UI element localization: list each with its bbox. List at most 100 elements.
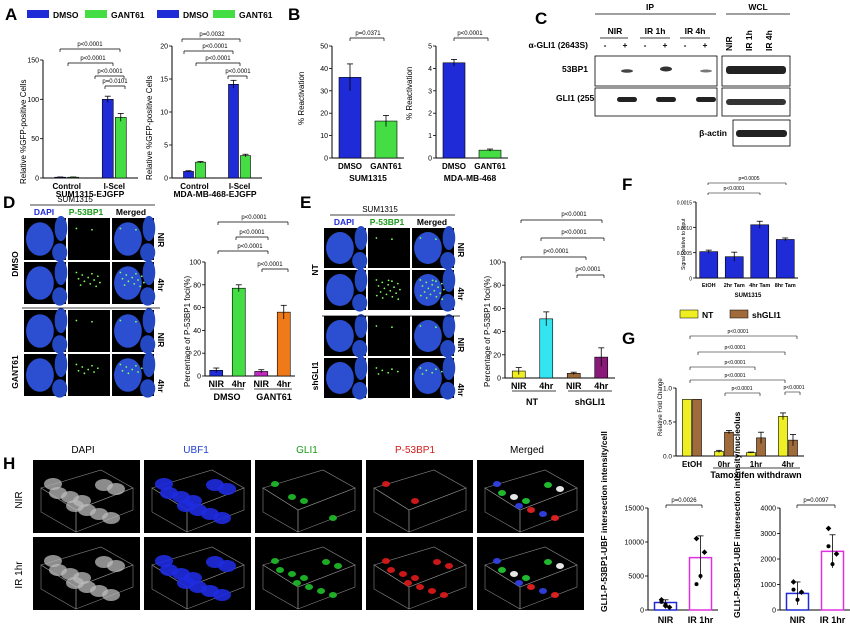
chart-a-left: 0 50 100 150 Control I-SceI bbox=[27, 58, 138, 191]
lane-group-label: IR 4h bbox=[685, 26, 706, 36]
bar bbox=[442, 62, 466, 159]
focus-dot bbox=[121, 277, 124, 280]
y-tick-label: 2 bbox=[428, 111, 432, 118]
channel-label: DAPI bbox=[71, 445, 94, 456]
y-tick-label: 0 bbox=[35, 176, 39, 183]
nucleus bbox=[354, 268, 368, 292]
signal-blob bbox=[428, 588, 436, 594]
focus-dot bbox=[375, 237, 378, 239]
signal-blob bbox=[66, 577, 84, 589]
render-tile bbox=[366, 460, 473, 533]
box-outline bbox=[297, 487, 356, 533]
signal-blob bbox=[382, 481, 390, 487]
chart-d: 0 20 40 60 80 100 NIR 4hr NIR 4hr bbox=[189, 260, 295, 389]
focus-dot bbox=[377, 285, 380, 287]
focus-dot bbox=[389, 289, 392, 292]
condition-label: NIR bbox=[156, 333, 166, 348]
signal-blob bbox=[527, 507, 535, 513]
channel-label: Merged bbox=[116, 207, 146, 217]
focus-dot bbox=[425, 281, 428, 284]
blot-label: GLI1 (2553S) bbox=[556, 93, 608, 103]
significance-bracket bbox=[689, 366, 756, 370]
y-axis-label: GLI1-P-53BP1-UBF intersection intensity/… bbox=[599, 431, 609, 612]
signal-blob bbox=[551, 515, 559, 521]
box-outline bbox=[186, 487, 245, 533]
x-tick-label: 0hr bbox=[718, 460, 730, 469]
focus-dot bbox=[375, 279, 378, 281]
focus-dot bbox=[387, 283, 390, 286]
signal-blob bbox=[522, 575, 530, 581]
signal-blob bbox=[416, 584, 424, 590]
y-tick-label: 5 bbox=[428, 44, 432, 51]
box-outline bbox=[75, 564, 134, 610]
signal-blob bbox=[411, 575, 419, 581]
focus-dot bbox=[435, 238, 437, 241]
significance-bracket bbox=[261, 268, 289, 272]
render-tile bbox=[255, 460, 362, 533]
focus-dot bbox=[396, 370, 399, 373]
signal-blob bbox=[445, 563, 453, 569]
y-axis-label: Percentage of P-53BP1 foci(%) bbox=[483, 275, 492, 387]
legend-swatch-nt bbox=[679, 309, 699, 319]
nucleus bbox=[142, 351, 156, 378]
bar bbox=[539, 318, 554, 379]
focus-dot bbox=[123, 284, 126, 286]
row-group-label: NT bbox=[310, 264, 320, 276]
signal-blob bbox=[329, 592, 337, 598]
nucleus bbox=[114, 314, 142, 348]
x-tick-label: DMSO bbox=[442, 162, 466, 171]
p-value: p<0.0001 bbox=[97, 69, 123, 75]
signal-blob bbox=[288, 571, 296, 577]
lane-sign: + bbox=[623, 40, 628, 50]
y-axis-label: % Reactivation bbox=[405, 67, 414, 120]
p-value: p<0.0001 bbox=[725, 373, 746, 379]
p-value: p<0.0001 bbox=[724, 186, 745, 192]
focus-dot bbox=[137, 371, 139, 373]
bar bbox=[775, 239, 795, 279]
y-tick-label: 4000 bbox=[760, 506, 776, 513]
x-tick-label: I-SceI bbox=[104, 182, 125, 191]
focus-dot bbox=[143, 281, 145, 284]
significance-bracket bbox=[183, 50, 234, 54]
channel-label: UBF1 bbox=[183, 445, 209, 456]
signal-blob bbox=[293, 580, 301, 586]
significance-bracket bbox=[227, 75, 248, 79]
signal-blob bbox=[382, 558, 390, 564]
p-value: p=0.0005 bbox=[739, 176, 760, 182]
y-tick-label: 0.0005 bbox=[677, 251, 693, 257]
data-point bbox=[795, 597, 800, 602]
lane-sign: - bbox=[644, 40, 647, 50]
nucleus bbox=[140, 379, 156, 398]
x-tick-label: NIR bbox=[790, 615, 806, 625]
cell-line-label: SUM1315 bbox=[362, 205, 398, 214]
nucleus bbox=[442, 226, 456, 250]
micrograph-grid-e bbox=[324, 226, 456, 400]
focus-dot bbox=[419, 237, 422, 239]
focus-dot bbox=[421, 373, 424, 375]
significance-bracket bbox=[796, 504, 836, 508]
micrograph-tile bbox=[68, 262, 110, 304]
data-point bbox=[833, 551, 840, 557]
band bbox=[660, 66, 672, 72]
y-tick-label: 15 bbox=[160, 77, 168, 84]
nucleus bbox=[54, 259, 68, 286]
p-value: p<0.0001 bbox=[457, 31, 483, 37]
render-tile bbox=[366, 537, 473, 610]
y-tick-label: 0 bbox=[640, 608, 644, 615]
wcl-lane-label: IR 4h bbox=[764, 30, 774, 51]
legend-label-shgli1: shGLI1 bbox=[752, 310, 781, 320]
legend-swatch-dmso bbox=[27, 10, 49, 18]
bar bbox=[101, 99, 114, 179]
focus-dot bbox=[119, 271, 122, 274]
signal-blob bbox=[271, 481, 279, 487]
legend-swatch-shgli1 bbox=[729, 309, 749, 319]
data-point bbox=[826, 544, 831, 549]
x-tick-label: 1hr bbox=[750, 460, 762, 469]
y-tick-label: 50 bbox=[320, 44, 328, 51]
lane-sign: - bbox=[604, 40, 607, 50]
nucleus bbox=[142, 307, 156, 334]
bar bbox=[240, 155, 251, 179]
chart-h-right: 0 1000 2000 3000 4000 NIR IR 1hr bbox=[760, 506, 850, 625]
focus-dot bbox=[395, 292, 398, 295]
focus-dot bbox=[91, 272, 93, 275]
